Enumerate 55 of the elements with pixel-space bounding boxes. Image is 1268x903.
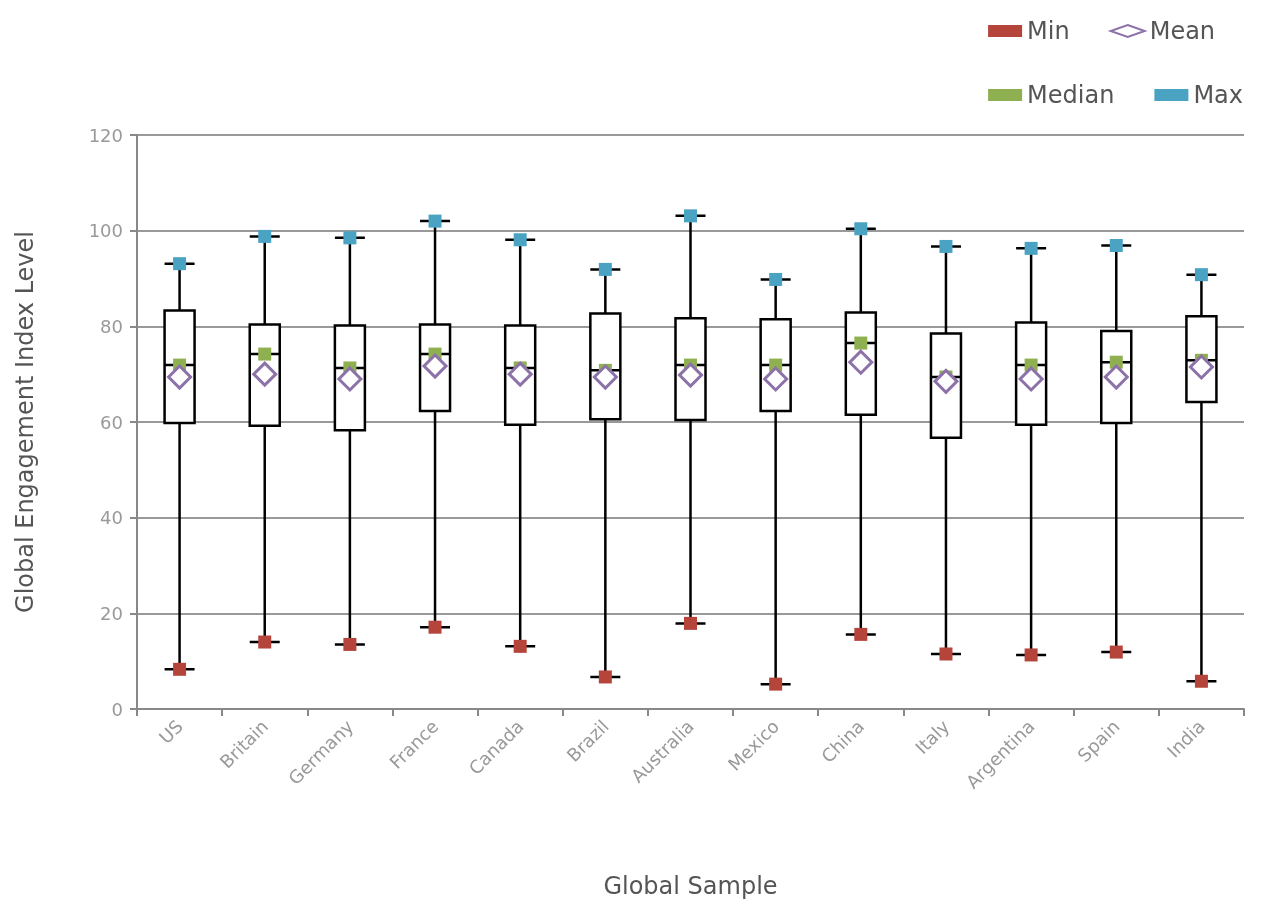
- point: [513, 639, 527, 653]
- y-tick-label: 60: [100, 411, 123, 433]
- y-tick-label: 40: [100, 507, 123, 529]
- point: [1103, 364, 1129, 390]
- point: [763, 366, 789, 392]
- point: [598, 262, 612, 276]
- x-tick-label: US: [154, 715, 187, 748]
- point: [343, 637, 357, 651]
- point: [854, 627, 868, 641]
- point: [939, 239, 953, 253]
- point: [1188, 354, 1214, 380]
- point: [1194, 674, 1208, 688]
- y-tick-label: 20: [100, 602, 123, 624]
- point: [1018, 366, 1044, 392]
- point: [769, 677, 783, 691]
- y-tick-label: 100: [88, 220, 123, 242]
- point: [173, 662, 187, 676]
- point: [1109, 645, 1123, 659]
- point: [1024, 648, 1038, 662]
- point: [513, 233, 527, 247]
- y-tick-label: 80: [100, 315, 123, 337]
- y-tick-label: 120: [88, 124, 123, 146]
- point: [933, 368, 959, 394]
- point: [258, 347, 272, 361]
- point: [684, 616, 697, 630]
- point: [854, 222, 868, 236]
- point: [1109, 238, 1123, 252]
- legend-label: Mean: [1149, 17, 1216, 45]
- point: [167, 364, 193, 390]
- point: [684, 209, 697, 223]
- y-tick-label: 0: [111, 698, 123, 720]
- point: [939, 647, 953, 661]
- point: [678, 362, 703, 388]
- y-axis-title: Global Engagement Index Level: [11, 231, 39, 613]
- legend-label: Max: [1193, 81, 1244, 109]
- legend-label: Median: [1027, 81, 1115, 109]
- point: [1024, 241, 1038, 255]
- legend-label: Min: [1027, 17, 1070, 45]
- point: [848, 349, 874, 375]
- point: [173, 257, 187, 271]
- point: [258, 635, 272, 649]
- point: [343, 231, 357, 245]
- point: [258, 229, 272, 243]
- point: [507, 361, 533, 387]
- point: [422, 353, 448, 379]
- point: [252, 361, 278, 387]
- point: [428, 620, 442, 634]
- point: [854, 336, 868, 350]
- x-axis-title: Global Sample: [603, 872, 778, 900]
- point: [592, 364, 618, 390]
- point: [1194, 268, 1208, 282]
- point: [769, 272, 783, 286]
- point: [428, 214, 442, 228]
- point: [337, 366, 363, 392]
- point: [598, 670, 612, 684]
